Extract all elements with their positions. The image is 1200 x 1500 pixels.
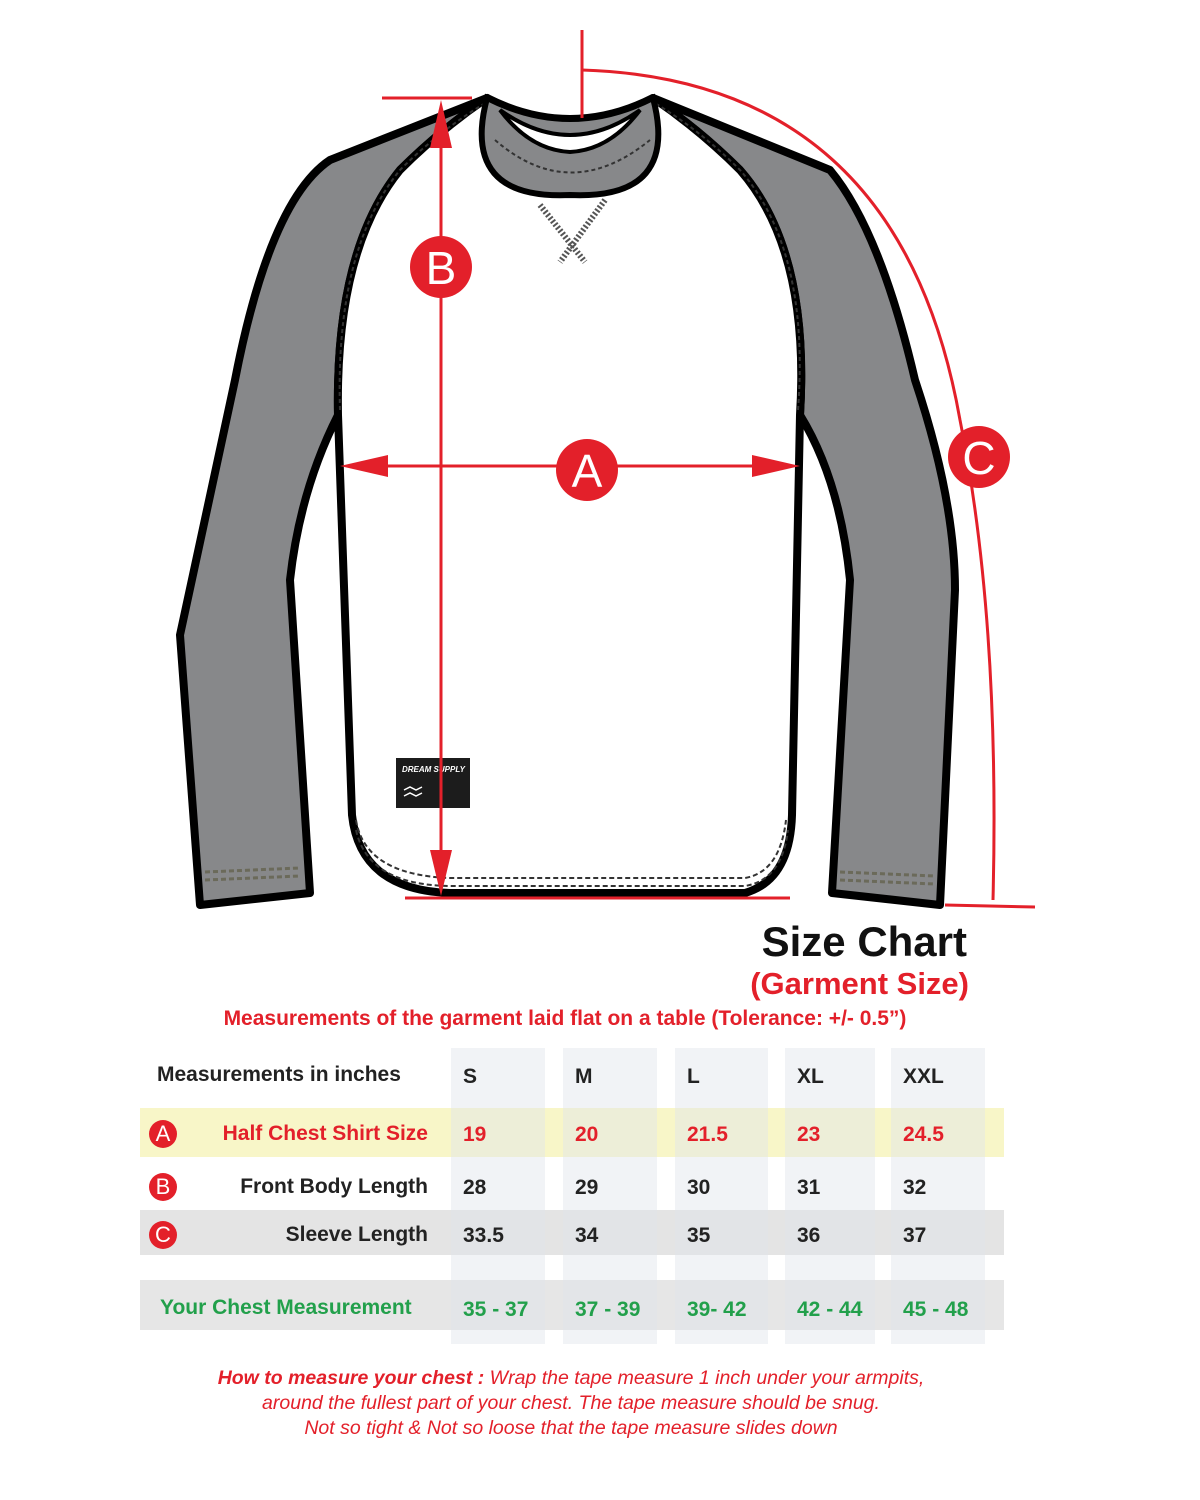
- table-cell: 34: [575, 1224, 599, 1247]
- size-header: L: [687, 1065, 700, 1088]
- howto-line3: Not so tight & Not so loose that the tap…: [304, 1417, 838, 1439]
- size-column-bg: [785, 1048, 875, 1344]
- svg-text:DREAM SUPPLY: DREAM SUPPLY: [402, 765, 466, 774]
- row-bg: [140, 1280, 1004, 1330]
- chest-cell: 45 - 48: [903, 1298, 969, 1321]
- chest-cell: 37 - 39: [575, 1298, 641, 1321]
- svg-text:A: A: [572, 445, 603, 497]
- table-cell: 24.5: [903, 1123, 944, 1146]
- table-cell: 35: [687, 1224, 711, 1247]
- howto-line1: Wrap the tape measure 1 inch under your …: [484, 1367, 925, 1389]
- table-cell: 37: [903, 1224, 927, 1247]
- sweater-diagram: DREAM SUPPLY B A C: [176, 30, 1036, 909]
- marker-a-badge: A: [149, 1120, 177, 1148]
- chest-cell: 39- 42: [687, 1298, 747, 1321]
- page-subtitle: (Garment Size): [750, 966, 969, 1001]
- size-header: XXL: [903, 1065, 944, 1088]
- table-cell: 19: [463, 1123, 487, 1146]
- marker-b: B: [410, 236, 472, 298]
- marker-a: A: [556, 439, 618, 501]
- size-column-bg: [563, 1048, 657, 1344]
- row-label: Half Chest Shirt Size: [222, 1122, 428, 1145]
- marker-c-badge: C: [149, 1221, 177, 1249]
- svg-text:C: C: [962, 432, 995, 484]
- table-cell: 30: [687, 1176, 711, 1199]
- how-to-measure: How to measure your chest : Wrap the tap…: [0, 1366, 1142, 1441]
- table-cell: 29: [575, 1176, 599, 1199]
- table-cell: 23: [797, 1123, 821, 1146]
- measure-line-c: [581, 68, 996, 901]
- row-bg: [140, 1108, 1004, 1157]
- measurement-note: Measurements of the garment laid flat on…: [223, 1007, 907, 1030]
- howto-heading: How to measure your chest :: [217, 1367, 485, 1389]
- chest-cell: 42 - 44: [797, 1298, 863, 1321]
- size-column-bg: [891, 1048, 985, 1344]
- marker-b-badge: B: [149, 1173, 177, 1201]
- row-label: Sleeve Length: [285, 1223, 428, 1246]
- table-cell: 32: [903, 1176, 927, 1199]
- table-cell: 28: [463, 1176, 487, 1199]
- size-header: M: [575, 1065, 593, 1088]
- brand-label: DREAM SUPPLY: [396, 758, 470, 808]
- size-column-bg: [675, 1048, 768, 1344]
- svg-text:B: B: [426, 242, 457, 294]
- size-header: S: [463, 1065, 478, 1088]
- row-bg: [140, 1210, 1004, 1255]
- howto-line2: around the fullest part of your chest. T…: [262, 1392, 880, 1414]
- marker-c: C: [948, 426, 1010, 488]
- table-cell: 33.5: [463, 1224, 504, 1247]
- table-cell: 21.5: [687, 1123, 728, 1146]
- chest-row-label: Your Chest Measurement: [160, 1296, 412, 1319]
- size-column-bg: [451, 1048, 545, 1344]
- header-label: Measurements in inches: [157, 1063, 401, 1086]
- table-cell: 36: [797, 1224, 821, 1247]
- chest-cell: 35 - 37: [463, 1298, 529, 1321]
- size-header: XL: [797, 1065, 824, 1088]
- table-cell: 31: [797, 1176, 821, 1199]
- row-label: Front Body Length: [240, 1175, 428, 1198]
- page-title: Size Chart: [761, 918, 967, 965]
- table-cell: 20: [575, 1123, 599, 1146]
